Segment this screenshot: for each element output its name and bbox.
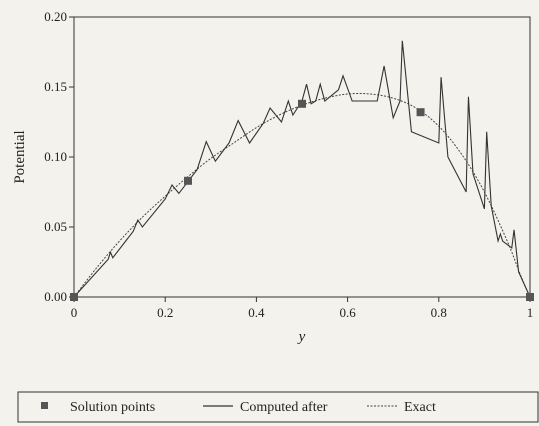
legend-marker-solution-points [41, 402, 48, 409]
computed-curve [73, 40, 531, 298]
y-tick-label: 0.15 [44, 79, 67, 94]
y-axis-ticks: 0.00 0.05 0.10 0.15 0.20 [44, 9, 74, 304]
solution-points-series [70, 99, 534, 301]
exact-curve [73, 92, 531, 298]
y-tick-label: 0.10 [44, 149, 67, 164]
solution-point [526, 293, 534, 301]
legend-box [17, 391, 539, 423]
y-axis-label: Potential [12, 130, 28, 183]
x-tick-label: 0.4 [248, 305, 265, 320]
x-tick-label: 0.2 [157, 305, 173, 320]
y-tick-label: 0.20 [44, 9, 67, 24]
y-tick-label: 0.00 [44, 289, 67, 304]
plot-frame [73, 16, 531, 298]
x-tick-label: 0 [71, 305, 78, 320]
solution-point [416, 108, 425, 117]
solution-point [184, 176, 192, 185]
y-tick-label: 0.05 [44, 219, 67, 234]
legend-label-solution-points: Solution points [70, 400, 155, 415]
x-axis-label: y [297, 329, 306, 345]
x-tick-label: 1 [527, 305, 534, 320]
x-axis-ticks: 0 0.2 0.4 0.6 0.8 1 [71, 297, 534, 320]
legend-label-exact: Exact [404, 400, 436, 415]
legend-label-computed: Computed after [240, 400, 328, 415]
solution-point [298, 99, 306, 108]
x-tick-label: 0.8 [431, 305, 447, 320]
legend: Solution points Computed after Exact [17, 391, 539, 423]
x-tick-label: 0.6 [339, 305, 356, 320]
solution-point [70, 293, 78, 301]
